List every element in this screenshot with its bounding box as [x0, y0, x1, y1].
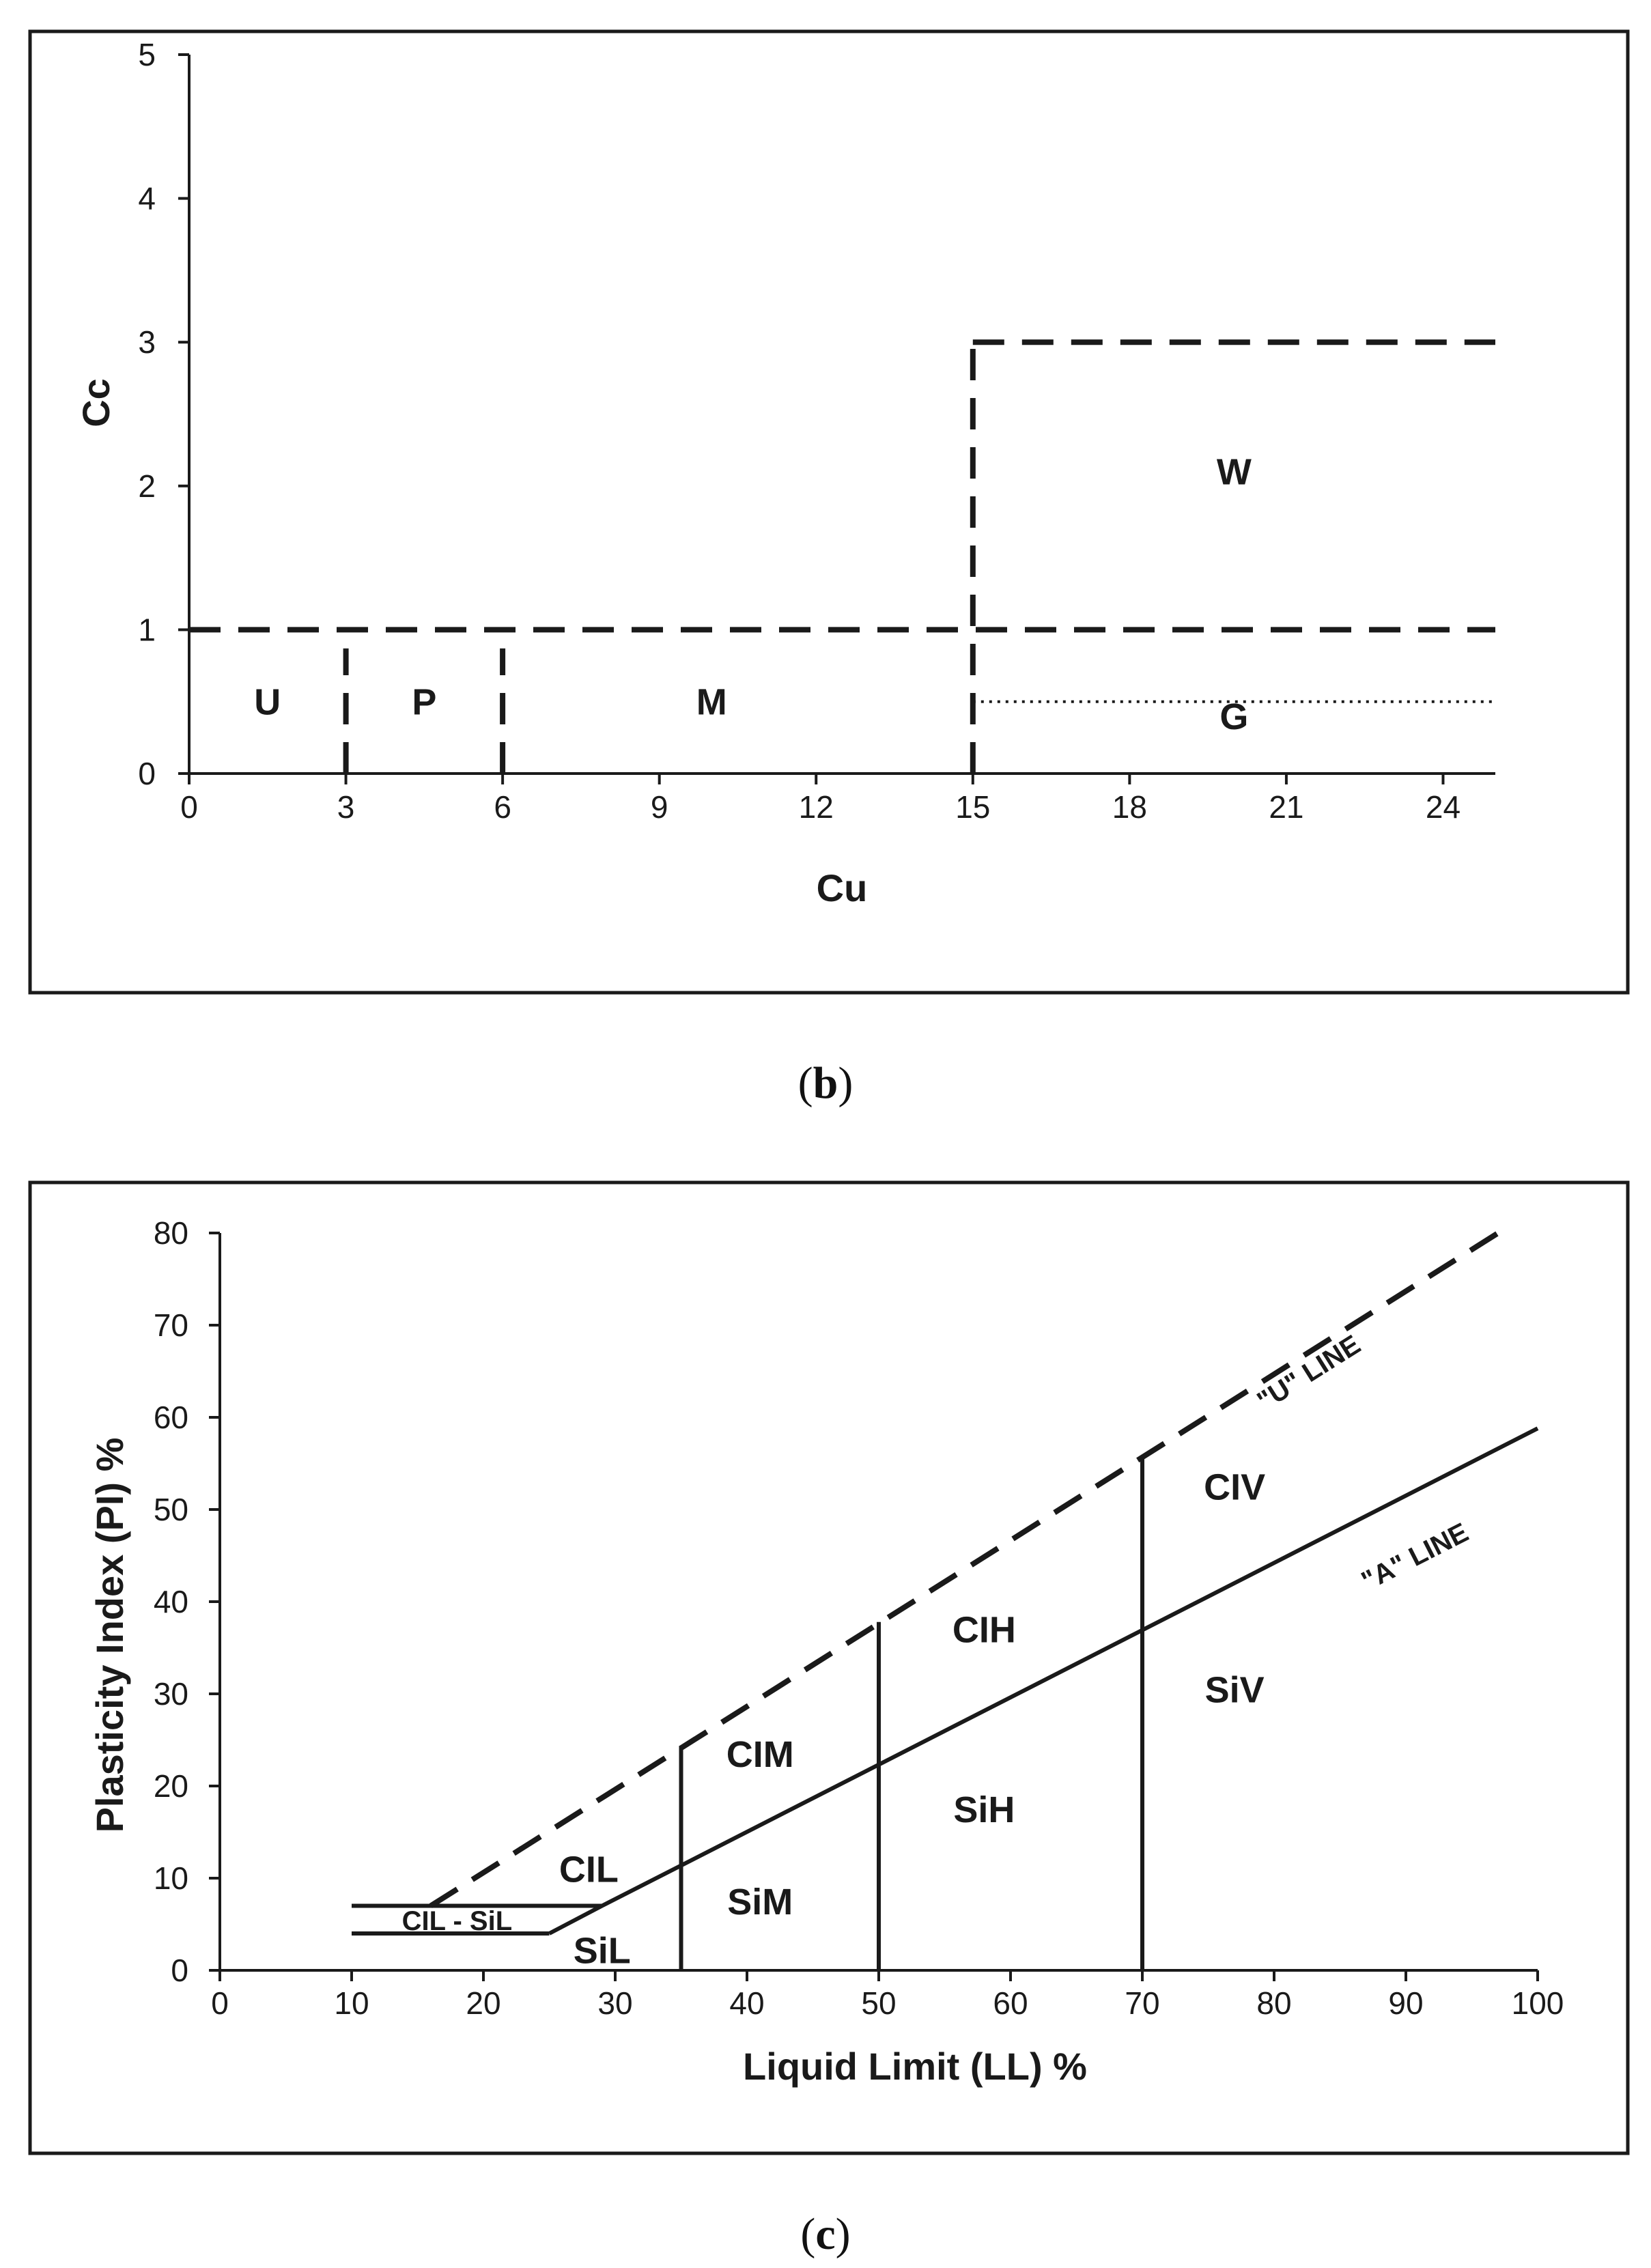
x-tick-label: 9 [651, 789, 668, 825]
region-label: CIM [726, 1734, 794, 1775]
x-tick-label: 80 [1256, 1985, 1291, 2021]
x-tick-label: 21 [1269, 789, 1303, 825]
panel-b-axes [188, 55, 1495, 775]
y-tick-label: 60 [154, 1400, 188, 1435]
x-tick-label: 50 [861, 1985, 896, 2021]
region-label: SiM [727, 1882, 793, 1923]
region-label: CIV [1204, 1466, 1265, 1507]
y-tick-label: 5 [138, 37, 156, 72]
panel-c-chart: 0 10 20 30 40 50 60 70 80 90 100 0 10 20 30 40 50 60 70 80… [28, 1180, 1630, 2155]
panel-b-region-labels: U P M W G [254, 452, 1252, 737]
panel-b-x-axis-title: Cu [817, 866, 868, 909]
x-tick-label: 3 [337, 789, 355, 825]
region-label: W [1217, 452, 1252, 493]
region-label: CIL [559, 1849, 619, 1890]
x-tick-label: 12 [799, 789, 834, 825]
y-tick-label: 40 [154, 1584, 188, 1619]
panel-b-caption: (b) [798, 1058, 853, 1108]
region-label: CIH [952, 1610, 1016, 1651]
region-label: SiV [1205, 1669, 1265, 1710]
y-tick-label: 70 [154, 1307, 188, 1343]
x-tick-label: 18 [1112, 789, 1147, 825]
panel-c-caption: (c) [800, 2209, 850, 2259]
panel-b-boundary-lines [189, 339, 1495, 774]
x-tick-label: 100 [1512, 1985, 1564, 2021]
y-tick-label: 50 [154, 1492, 188, 1527]
panel-c-region-labels: CIL CIL - SiL SiL CIM SiM CIH SiH CIV SiV [402, 1466, 1265, 1971]
region-label: CIL - SiL [402, 1906, 512, 1936]
panel-c-x-axis-title: Liquid Limit (LL) % [743, 2045, 1087, 2088]
region-label: U [254, 682, 281, 723]
y-tick-label: 80 [154, 1215, 188, 1251]
x-tick-label: 90 [1388, 1985, 1423, 2021]
region-label: G [1219, 696, 1248, 737]
y-tick-label: 2 [138, 468, 156, 504]
panel-c-frame [28, 1180, 1630, 2155]
x-tick-label: 60 [993, 1985, 1028, 2021]
panel-c-y-tick-labels: 0 10 20 30 40 50 60 70 80 [154, 1215, 220, 1988]
y-tick-label: 1 [138, 612, 156, 647]
y-tick-label: 20 [154, 1768, 188, 1804]
x-tick-label: 24 [1426, 789, 1460, 825]
panel-b-frame [28, 29, 1630, 995]
panel-c-boundary-lines [352, 1230, 1539, 1970]
region-label: SiL [574, 1930, 631, 1971]
panel-b-y-tick-labels: 0 1 2 3 4 5 [138, 37, 189, 791]
y-tick-label: 10 [154, 1860, 188, 1896]
x-tick-label: 6 [494, 789, 511, 825]
x-tick-label: 20 [466, 1985, 500, 2021]
panel-c-x-tick-labels: 0 10 20 30 40 50 60 70 80 90 100 [211, 1970, 1564, 2021]
x-tick-label: 0 [211, 1985, 229, 2021]
x-tick-label: 40 [729, 1985, 764, 2021]
y-tick-label: 4 [138, 181, 156, 216]
y-tick-label: 30 [154, 1676, 188, 1712]
x-tick-label: 30 [597, 1985, 632, 2021]
y-tick-label: 3 [138, 324, 156, 360]
panel-b-y-axis-title: Cc [74, 378, 117, 427]
y-tick-label: 0 [171, 1953, 188, 1988]
boundary-line-0 [429, 1230, 1500, 1908]
y-tick-label: 0 [138, 756, 156, 791]
region-label: SiH [953, 1789, 1015, 1830]
x-tick-label: 15 [955, 789, 990, 825]
panel-c-y-axis-title: Plasticity Index (PI) % [88, 1438, 131, 1833]
region-label: M [696, 682, 727, 723]
x-tick-label: 0 [180, 789, 198, 825]
panel-b-x-tick-labels: 0 3 6 9 12 15 18 21 24 [180, 774, 1460, 825]
x-tick-label: 70 [1125, 1985, 1159, 2021]
x-tick-label: 10 [334, 1985, 369, 2021]
region-label: P [412, 682, 436, 723]
